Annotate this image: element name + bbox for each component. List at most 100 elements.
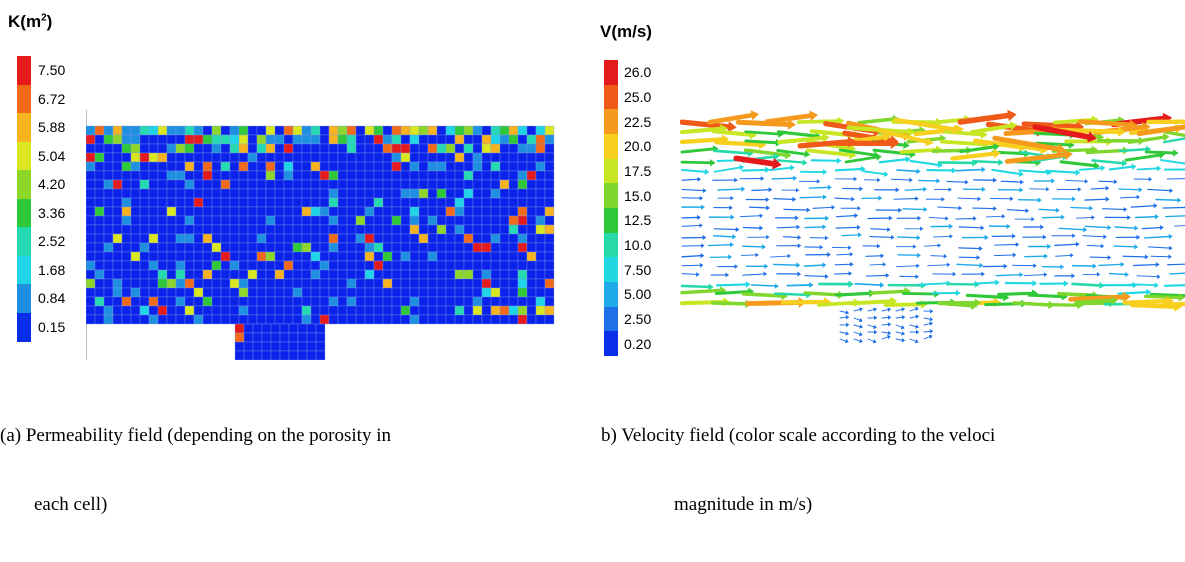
permeability-cell [248, 288, 257, 297]
velocity-arrow [989, 224, 1010, 229]
permeability-cell [311, 225, 320, 234]
permeability-cell [455, 252, 464, 261]
permeability-cell [253, 333, 262, 342]
permeability-cell [545, 261, 554, 270]
permeability-cell [185, 189, 194, 198]
permeability-cell [419, 216, 428, 225]
permeability-cell [419, 261, 428, 270]
permeability-cell [257, 171, 266, 180]
velocity-arrow [898, 235, 921, 240]
permeability-cell [536, 243, 545, 252]
permeability-cell [491, 288, 500, 297]
permeability-cell [158, 261, 167, 270]
velocity-arrow [933, 234, 953, 238]
permeability-cell [104, 306, 113, 315]
permeability-cell [95, 279, 104, 288]
velocity-arrow [1085, 197, 1110, 202]
permeability-cell [455, 180, 464, 189]
permeability-cell [248, 171, 257, 180]
velocity-arrow [813, 205, 835, 210]
permeability-cell [455, 270, 464, 279]
permeability-cell [527, 198, 536, 207]
permeability-cell [446, 126, 455, 135]
permeability-cell [212, 243, 221, 252]
permeability-cell [500, 153, 509, 162]
permeability-cell [244, 333, 253, 342]
permeability-cell [374, 234, 383, 243]
permeability-cell [86, 126, 95, 135]
permeability-cell [203, 180, 212, 189]
permeability-cell [347, 162, 356, 171]
velocity-arrow [1083, 272, 1101, 276]
permeability-cell [302, 234, 311, 243]
permeability-cell [401, 243, 410, 252]
permeability-cell [113, 315, 122, 324]
velocity-arrow [1029, 244, 1052, 249]
velocity-arrow [777, 243, 802, 248]
colorbar-segment [17, 56, 31, 85]
permeability-cell [536, 180, 545, 189]
permeability-cell [347, 135, 356, 144]
permeability-cell [221, 279, 230, 288]
permeability-cell [518, 216, 527, 225]
velocity-arrow [974, 159, 1004, 166]
permeability-cell [446, 207, 455, 216]
velocity-arrow [1145, 234, 1173, 239]
permeability-cell [320, 225, 329, 234]
permeability-cell [266, 216, 275, 225]
permeability-cell [320, 252, 329, 261]
permeability-cell [122, 162, 131, 171]
permeability-cell [491, 306, 500, 315]
permeability-cell [428, 126, 437, 135]
permeability-cell [248, 234, 257, 243]
permeability-cell [253, 351, 262, 360]
permeability-cell [500, 198, 509, 207]
colorbar-segment [17, 256, 31, 285]
permeability-cell [293, 288, 302, 297]
permeability-cell [248, 243, 257, 252]
permeability-cell [95, 261, 104, 270]
permeability-cell [392, 162, 401, 171]
permeability-cell [131, 279, 140, 288]
velocity-arrow [776, 215, 799, 220]
permeability-cell [275, 207, 284, 216]
permeability-cell [428, 216, 437, 225]
permeability-cell [491, 279, 500, 288]
permeability-cell [392, 261, 401, 270]
permeability-cell [392, 315, 401, 324]
permeability-cell [113, 171, 122, 180]
permeability-cell [446, 288, 455, 297]
permeability-cell [482, 135, 491, 144]
permeability-cell [95, 252, 104, 261]
permeability-cell [437, 243, 446, 252]
permeability-cell [536, 198, 545, 207]
tick-label: 5.04 [38, 148, 65, 164]
permeability-cell [428, 306, 437, 315]
permeability-cell [491, 189, 500, 198]
permeability-cell [509, 153, 518, 162]
velocity-arrow [836, 225, 860, 230]
velocity-arrow [1025, 254, 1048, 259]
permeability-cell [257, 261, 266, 270]
permeability-cell [167, 126, 176, 135]
permeability-cell [347, 297, 356, 306]
caption-a: (a) Permeability field (depending on the… [0, 378, 391, 562]
permeability-cell [545, 171, 554, 180]
permeability-cell [194, 297, 203, 306]
permeability-cell [266, 135, 275, 144]
permeability-cell [104, 144, 113, 153]
permeability-cell [473, 144, 482, 153]
permeability-cell [221, 234, 230, 243]
permeability-cell [383, 225, 392, 234]
permeability-cell [158, 315, 167, 324]
permeability-cell [176, 306, 185, 315]
permeability-cell [176, 315, 185, 324]
permeability-cell [518, 189, 527, 198]
permeability-cell [536, 225, 545, 234]
permeability-cell [320, 279, 329, 288]
permeability-cell [104, 261, 113, 270]
permeability-cell [374, 252, 383, 261]
permeability-cell [536, 216, 545, 225]
velocity-arrow [991, 196, 1014, 201]
permeability-cell [419, 135, 428, 144]
